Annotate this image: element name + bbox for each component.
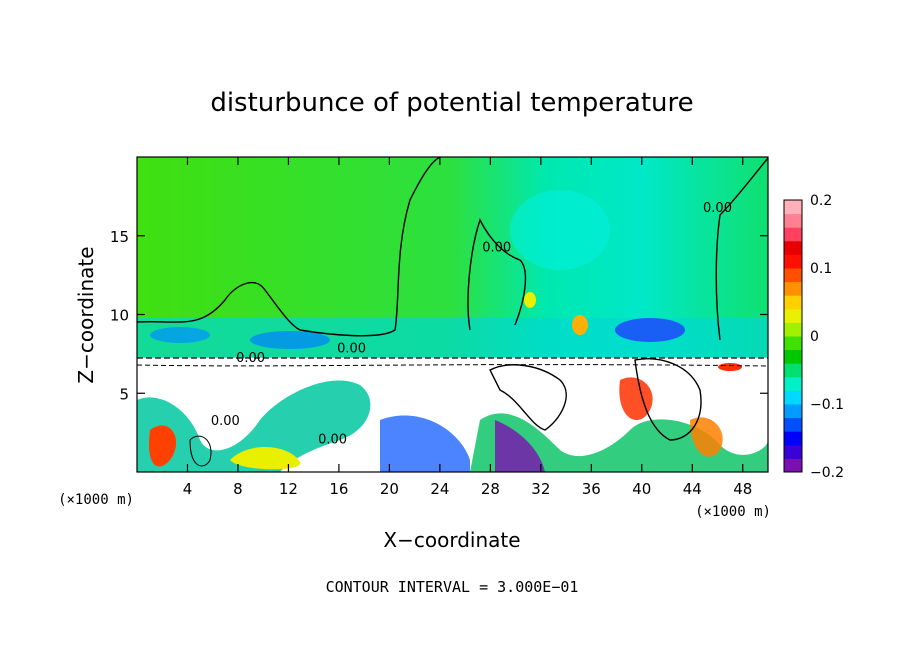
- x-tick-label: 48: [733, 480, 752, 498]
- colorbar-swatch: [784, 200, 802, 215]
- y-tick-label: 15: [110, 228, 129, 246]
- colorbar-swatch: [784, 268, 802, 283]
- colorbar-swatch: [784, 227, 802, 242]
- colorbar-swatch: [784, 213, 802, 228]
- heatmap-field: [137, 157, 768, 472]
- x-axis: 4 8 12 16 20 24 28 32 36 40 44 48: [183, 157, 752, 498]
- colorbar-swatch: [784, 254, 802, 269]
- colorbar-swatch: [784, 336, 802, 351]
- colorbar-swatch: [784, 404, 802, 419]
- contour-labels: 0.00 0.00 0.00 0.00 0.00 0.00: [211, 201, 732, 448]
- colorbar-frame: [783, 199, 803, 473]
- x-tick-label: 4: [183, 480, 193, 498]
- colorbar-swatch: [784, 417, 802, 432]
- colorbar-swatch: [784, 322, 802, 337]
- x-tick-label: 12: [279, 480, 298, 498]
- colorbar-tick-label: −0.2: [810, 465, 844, 481]
- x-tick-label: 36: [582, 480, 601, 498]
- contour-line: [634, 358, 702, 441]
- x-tick-label: 16: [329, 480, 348, 498]
- lower-patch: [690, 417, 723, 457]
- lower-patch: [495, 420, 545, 472]
- lower-patch: [380, 415, 470, 472]
- colorbar-swatch: [784, 431, 802, 446]
- chart-title: disturbunce of potential temperature: [210, 88, 693, 118]
- x-tick-label: 8: [233, 480, 243, 498]
- x-tick-label: 24: [430, 480, 449, 498]
- y-axis: 5 10 15: [110, 228, 768, 403]
- x-tick-label: 28: [481, 480, 500, 498]
- colorbar-swatch: [784, 295, 802, 310]
- contour-label: 0.00: [703, 201, 732, 216]
- x-tick-label: 40: [632, 480, 651, 498]
- lower-patch: [149, 425, 177, 467]
- colorbar-swatch: [784, 308, 802, 323]
- y-unit-label: (×1000 m): [58, 492, 134, 508]
- y-tick-label: 5: [119, 385, 129, 403]
- cyan-patch: [510, 190, 610, 270]
- blue-patch: [615, 318, 685, 342]
- y-axis-label: Z−coordinate: [74, 246, 98, 383]
- blue-patch: [150, 327, 210, 343]
- contour-line: [137, 364, 768, 367]
- colorbar-swatch: [784, 363, 802, 378]
- x-axis-label: X−coordinate: [383, 528, 520, 552]
- x-tick-label: 44: [683, 480, 702, 498]
- x-tick-label: 32: [531, 480, 550, 498]
- blue-patch: [250, 331, 330, 349]
- warm-patch: [718, 363, 742, 371]
- y-tick-label: 10: [110, 307, 129, 325]
- contour-label: 0.00: [236, 351, 265, 366]
- contour-label: 0.00: [318, 433, 347, 448]
- contour-label: 0.00: [211, 414, 240, 429]
- colorbar-swatch: [784, 390, 802, 405]
- contour-line: [715, 157, 768, 341]
- contour-label: 0.00: [482, 241, 511, 256]
- lower-patch: [230, 447, 301, 470]
- colorbar-tick-label: 0.1: [810, 261, 832, 277]
- warm-patch: [524, 292, 536, 308]
- contour-line: [489, 364, 567, 431]
- contour-interval-note: CONTOUR INTERVAL = 3.000E−01: [326, 578, 579, 596]
- contour-line: [189, 435, 212, 467]
- x-unit-label: (×1000 m): [695, 504, 771, 520]
- colorbar-swatch: [784, 458, 802, 473]
- colorbar-tick-label: −0.1: [810, 397, 844, 413]
- contour-line: [467, 218, 527, 331]
- colorbar: 0.2 0.1 0 −0.1 −0.2: [783, 193, 844, 481]
- contour-label: 0.00: [337, 341, 366, 356]
- colorbar-swatch: [784, 281, 802, 296]
- colorbar-tick-label: 0.2: [810, 193, 832, 209]
- colorbar-swatch: [784, 349, 802, 364]
- lower-patch: [137, 380, 371, 472]
- warm-patch: [572, 315, 588, 335]
- colorbar-swatch: [784, 444, 802, 459]
- colorbar-swatch: [784, 376, 802, 391]
- x-tick-label: 20: [380, 480, 399, 498]
- colorbar-swatch: [784, 240, 802, 255]
- contour-line: [137, 157, 441, 337]
- lower-patch: [619, 377, 653, 420]
- colorbar-tick-label: 0: [810, 329, 819, 345]
